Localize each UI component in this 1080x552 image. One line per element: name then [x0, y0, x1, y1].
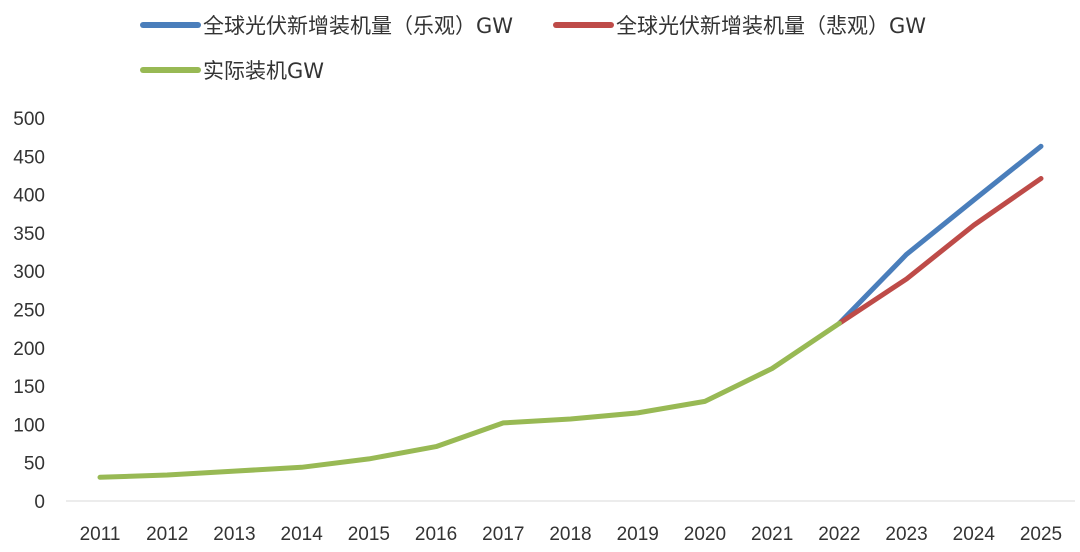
y-tick-label: 250 [13, 301, 45, 322]
x-tick-label: 2019 [617, 524, 659, 545]
y-tick-label: 150 [13, 377, 45, 398]
x-tick-label: 2021 [751, 524, 793, 545]
x-tick-label: 2015 [348, 524, 390, 545]
x-tick-label: 2011 [80, 524, 121, 545]
legend-item-actual: 实际装机GW [140, 59, 324, 83]
y-tick-label: 50 [24, 454, 45, 475]
y-tick-label: 100 [13, 415, 45, 436]
series-line-optimistic [836, 143, 1044, 326]
y-tick-label: 300 [13, 262, 45, 283]
x-axis: 2011 2012 2013 2014 2015 2016 2017 2018 2019 2020… [80, 524, 1063, 545]
series-line-actual [97, 320, 842, 480]
x-tick-label: 2014 [281, 524, 324, 545]
legend-label-actual: 实际装机GW [203, 59, 324, 83]
x-tick-label: 2017 [482, 524, 524, 545]
x-tick-label: 2025 [1020, 524, 1062, 545]
legend-item-optimistic: 全球光伏新增装机量（乐观）GW [140, 14, 513, 38]
y-tick-label: 200 [13, 339, 45, 360]
x-tick-label: 2024 [953, 524, 996, 545]
legend-item-pessimistic: 全球光伏新增装机量（悲观）GW [553, 14, 926, 38]
y-tick-label: 500 [13, 109, 45, 130]
series-layer [97, 143, 1044, 480]
legend-label-pessimistic: 全球光伏新增装机量（悲观）GW [616, 14, 926, 38]
legend: 全球光伏新增装机量（乐观）GW 全球光伏新增装机量（悲观）GW 实际装机GW [140, 14, 926, 83]
y-tick-label: 450 [13, 147, 45, 168]
series-line-pessimistic [836, 176, 1044, 326]
legend-label-optimistic: 全球光伏新增装机量（乐观）GW [203, 14, 513, 38]
y-tick-label: 350 [13, 224, 45, 245]
x-tick-label: 2016 [415, 524, 457, 545]
y-axis: 0 50 100 150 200 250 300 350 400 450 500 [13, 109, 45, 513]
x-tick-label: 2020 [684, 524, 726, 545]
x-tick-label: 2012 [146, 524, 188, 545]
y-tick-label: 400 [13, 186, 45, 207]
x-tick-label: 2018 [549, 524, 591, 545]
x-tick-label: 2022 [818, 524, 860, 545]
x-tick-label: 2023 [885, 524, 927, 545]
y-tick-label: 0 [34, 492, 45, 513]
x-tick-label: 2013 [213, 524, 255, 545]
